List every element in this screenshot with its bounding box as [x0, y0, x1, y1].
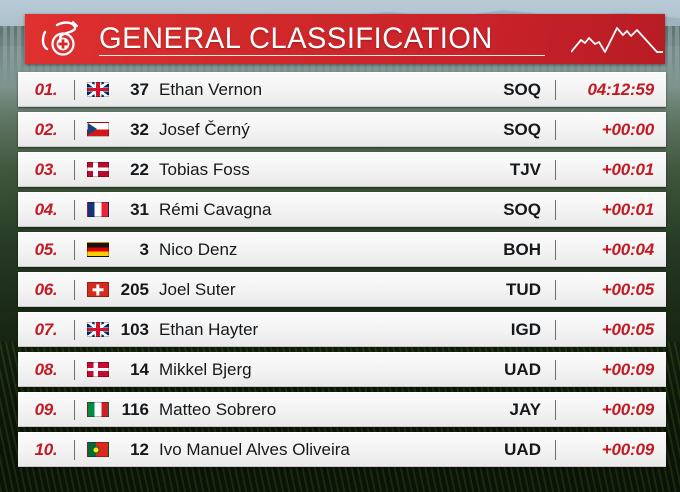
table-row[interactable]: 03. 22 Tobias Foss TJV +00:01: [18, 152, 666, 187]
rider-name: Josef Černý: [159, 119, 250, 139]
team-code: UAD: [504, 439, 541, 459]
time-value: 04:12:59: [587, 79, 655, 99]
row-divider: [74, 319, 75, 340]
bib-number: 37: [130, 79, 149, 99]
rank-value: 03.: [34, 159, 58, 179]
bib-number: 103: [120, 319, 149, 339]
team-code: UAD: [504, 359, 541, 379]
row-divider: [74, 79, 75, 100]
rider-name: Nico Denz: [159, 239, 238, 259]
flag-switzerland-icon: [87, 282, 109, 297]
rider-name: Ethan Vernon: [159, 79, 263, 99]
team-code: IGD: [510, 319, 541, 339]
rider-name: Matteo Sobrero: [159, 399, 277, 419]
time-value: +00:09: [601, 439, 654, 459]
flag-czechia-icon: [87, 122, 109, 137]
bib-number: 32: [130, 119, 149, 139]
team-code: JAY: [509, 399, 541, 419]
bib-number: 116: [121, 399, 149, 419]
title-underline: [99, 54, 545, 56]
table-row[interactable]: 10. 12 Ivo Manuel Alves Oliveira UAD +00…: [18, 432, 666, 467]
rank-value: 07.: [34, 319, 58, 339]
row-divider: [74, 199, 75, 220]
rider-name: Ivo Manuel Alves Oliveira: [159, 439, 350, 459]
mountain-profile-icon: [569, 14, 665, 64]
row-divider: [74, 159, 75, 180]
cyclist-swiss-logo-icon: [25, 14, 99, 64]
team-code: BOH: [503, 239, 541, 259]
flag-france-icon: [87, 202, 109, 217]
flag-germany-icon: [87, 242, 109, 257]
rank-value: 04.: [34, 199, 58, 219]
row-divider: [74, 239, 75, 260]
time-separator: [555, 199, 556, 220]
flag-denmark-icon: [87, 362, 109, 377]
time-separator: [555, 319, 556, 340]
bib-number: 205: [120, 279, 149, 299]
rank-value: 08.: [34, 359, 58, 379]
time-value: +00:09: [601, 399, 654, 419]
time-separator: [555, 119, 556, 140]
team-code: SOQ: [503, 119, 541, 139]
time-separator: [555, 239, 556, 260]
row-divider: [74, 439, 75, 460]
row-divider: [74, 119, 75, 140]
time-value: +00:01: [601, 159, 654, 179]
classification-table: 01. 37 Ethan Vernon SOQ 04:12:59 02. 32 …: [18, 72, 666, 472]
rider-name: Joel Suter: [159, 279, 236, 299]
flag-italy-icon: [87, 402, 109, 417]
bib-number: 12: [130, 439, 149, 459]
table-row[interactable]: 01. 37 Ethan Vernon SOQ 04:12:59: [18, 72, 666, 107]
header-title-wrap: GENERAL CLASSIFICATION: [99, 14, 569, 64]
table-row[interactable]: 06. 205 Joel Suter TUD +00:05: [18, 272, 666, 307]
team-code: TUD: [506, 279, 541, 299]
time-separator: [555, 279, 556, 300]
table-row[interactable]: 04. 31 Rémi Cavagna SOQ +00:01: [18, 192, 666, 227]
table-row[interactable]: 08. 14 Mikkel Bjerg UAD +00:09: [18, 352, 666, 387]
bib-number: 31: [130, 199, 149, 219]
rank-value: 05.: [34, 239, 58, 259]
rank-value: 02.: [34, 119, 58, 139]
rank-value: 01.: [34, 79, 58, 99]
time-value: +00:05: [601, 279, 654, 299]
classification-header-bar: GENERAL CLASSIFICATION: [25, 14, 665, 64]
bib-number: 14: [130, 359, 149, 379]
bib-number: 3: [139, 239, 149, 259]
rank-value: 09.: [34, 399, 58, 419]
time-separator: [555, 79, 556, 100]
time-value: +00:01: [601, 199, 654, 219]
page-title: GENERAL CLASSIFICATION: [99, 22, 493, 55]
rank-value: 10.: [34, 439, 58, 459]
row-divider: [74, 359, 75, 380]
flag-norway-icon: [87, 162, 109, 177]
rider-name: Mikkel Bjerg: [159, 359, 252, 379]
time-value: +00:05: [601, 319, 654, 339]
time-separator: [555, 159, 556, 180]
table-row[interactable]: 07. 103 Ethan Hayter IGD +00:05: [18, 312, 666, 347]
team-code: TJV: [509, 159, 541, 179]
team-code: SOQ: [503, 79, 541, 99]
bib-number: 22: [130, 159, 149, 179]
time-value: +00:09: [601, 359, 654, 379]
time-separator: [555, 439, 556, 460]
table-row[interactable]: 05. 3 Nico Denz BOH +00:04: [18, 232, 666, 267]
team-code: SOQ: [503, 199, 541, 219]
time-separator: [555, 399, 556, 420]
rider-name: Ethan Hayter: [159, 319, 259, 339]
time-separator: [555, 359, 556, 380]
table-row[interactable]: 02. 32 Josef Černý SOQ +00:00: [18, 112, 666, 147]
flag-portugal-icon: [87, 442, 109, 457]
row-divider: [74, 279, 75, 300]
rider-name: Tobias Foss: [159, 159, 250, 179]
flag-great-britain-icon: [87, 322, 109, 337]
row-divider: [74, 399, 75, 420]
rank-value: 06.: [34, 279, 58, 299]
flag-great-britain-icon: [87, 82, 109, 97]
time-value: +00:00: [601, 119, 654, 139]
time-value: +00:04: [601, 239, 654, 259]
table-row[interactable]: 09. 116 Matteo Sobrero JAY +00:09: [18, 392, 666, 427]
rider-name: Rémi Cavagna: [159, 199, 272, 219]
